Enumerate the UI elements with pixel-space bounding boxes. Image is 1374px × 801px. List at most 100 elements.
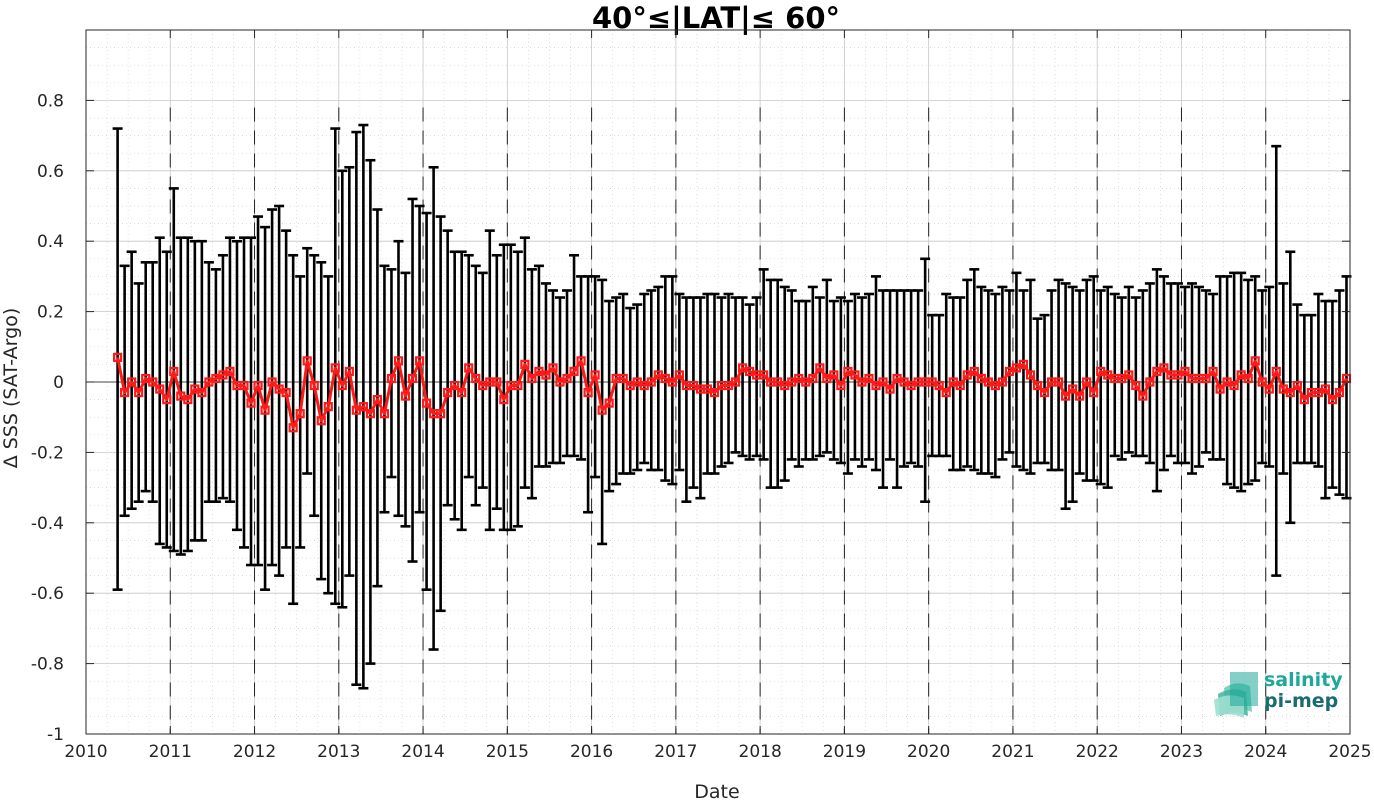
mean-marker (450, 380, 460, 391)
mean-marker (1201, 373, 1211, 384)
mean-marker (120, 387, 130, 398)
mean-marker (225, 366, 235, 377)
mean-marker (541, 370, 551, 380)
mean-marker (730, 377, 741, 387)
mean-marker (162, 395, 172, 405)
mean-marker (941, 387, 951, 398)
mean-marker (1208, 366, 1218, 377)
salinity-pi-mep-logo: salinity pi-mep (1214, 669, 1343, 718)
mean-marker (358, 402, 368, 412)
yearly-dashed-lines (169, 107, 1267, 734)
mean-marker (436, 409, 446, 419)
mean-marker (829, 370, 839, 380)
mean-marker (1257, 377, 1267, 387)
mean-marker (443, 387, 453, 398)
mean-marker (492, 377, 502, 387)
mean-marker (759, 370, 769, 380)
mean-marker (997, 377, 1008, 387)
mean-marker (1124, 370, 1134, 380)
y-tick-labels: -1 -0.8 -0.6 -0.4 -0.2 0 0.2 0.4 0.6 0.8 (31, 91, 64, 745)
y-tick-label: 0.4 (37, 232, 64, 252)
mean-marker (344, 366, 354, 377)
mean-marker (414, 356, 425, 366)
mean-marker (464, 363, 474, 373)
mean-marker (1299, 395, 1309, 405)
mean-marker (646, 377, 656, 387)
mean-marker (253, 380, 263, 391)
mean-marker (576, 356, 586, 366)
mean-marker (934, 380, 944, 391)
mean-marker (1250, 356, 1260, 366)
mean-marker (969, 366, 979, 377)
mean-marker (527, 373, 537, 384)
mean-marker (309, 380, 319, 391)
mean-marker (421, 398, 432, 408)
x-tick-label: 2025 (1328, 742, 1371, 762)
x-tick-label: 2014 (401, 742, 444, 762)
logo-line-2: pi-mep (1264, 690, 1338, 712)
x-tick-label: 2020 (907, 742, 950, 762)
x-tick-labels: 2010 2011 2012 2013 2014 2015 2016 2017 2018 2019… (64, 742, 1371, 762)
mean-marker (288, 423, 298, 433)
mean-marker (1145, 377, 1155, 387)
x-tick-label: 2024 (1244, 742, 1287, 762)
mean-marker (1060, 391, 1071, 401)
mean-marker (1018, 359, 1029, 369)
mean-marker (1032, 380, 1043, 391)
x-tick-label: 2018 (739, 742, 782, 762)
y-tick-label: 0.8 (37, 91, 64, 111)
mean-marker (134, 387, 144, 398)
mean-marker (323, 402, 333, 412)
x-tick-label: 2013 (317, 742, 360, 762)
mean-marker (604, 398, 614, 408)
mean-marker (808, 373, 818, 384)
y-tick-label: 0.6 (37, 162, 64, 182)
x-tick-label: 2016 (570, 742, 613, 762)
y-tick-label: -1 (47, 725, 64, 745)
mean-marker (1025, 370, 1036, 380)
mean-marker (148, 377, 158, 387)
mean-series (112, 352, 1352, 433)
mean-marker (393, 356, 404, 366)
mean-marker (850, 370, 860, 380)
mean-marker (379, 409, 390, 419)
mean-marker (337, 380, 347, 391)
mean-marker (471, 373, 481, 384)
y-tick-label: -0.2 (31, 443, 64, 463)
mean-marker (127, 377, 137, 387)
x-tick-label: 2021 (991, 742, 1034, 762)
mean-marker (1068, 384, 1078, 394)
mean-marker (260, 405, 270, 415)
mean-marker (457, 387, 467, 398)
mean-marker (583, 387, 593, 398)
mean-marker (302, 356, 312, 366)
mean-marker (1292, 380, 1302, 391)
y-tick-label: -0.6 (31, 584, 64, 604)
mean-marker (330, 363, 340, 373)
mean-marker (618, 373, 628, 384)
mean-marker (1082, 377, 1092, 387)
mean-marker (1264, 384, 1274, 394)
mean-marker (513, 380, 523, 391)
mean-marker (955, 380, 965, 391)
y-tick-label: 0.2 (37, 303, 64, 323)
mean-marker (267, 377, 277, 387)
x-tick-label: 2011 (149, 742, 192, 762)
mean-marker (281, 387, 291, 398)
mean-marker (295, 409, 305, 419)
axes (85, 29, 1351, 735)
mean-marker (1215, 384, 1225, 394)
x-tick-label: 2010 (64, 742, 107, 762)
chart-title: 40°≤|LAT|≤ 60° (592, 1, 840, 35)
mean-marker (674, 370, 684, 380)
x-tick-label: 2019 (823, 742, 866, 762)
x-axis-label: Date (694, 781, 739, 801)
mean-marker (1053, 377, 1064, 387)
x-tick-label: 2012 (233, 742, 276, 762)
x-tick-label: 2015 (486, 742, 529, 762)
mean-marker (1180, 366, 1190, 377)
mean-marker (1285, 387, 1295, 398)
mean-marker (246, 398, 256, 408)
mean-marker (400, 391, 411, 401)
